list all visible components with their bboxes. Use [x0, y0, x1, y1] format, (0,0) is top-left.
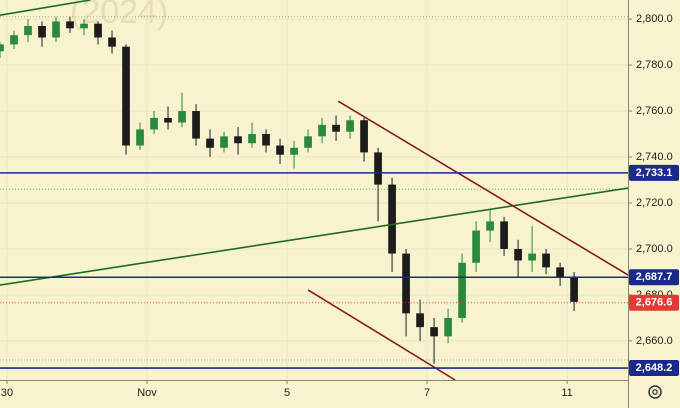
x-tick-label: 11: [561, 387, 572, 399]
candle-body: [514, 248, 522, 261]
candle-body: [472, 230, 480, 263]
y-tick-label: 2,660.0: [636, 335, 673, 347]
x-tick-label: 5: [284, 387, 290, 399]
y-tick-label: 2,700.0: [636, 243, 673, 255]
candle-body: [346, 120, 354, 132]
candle-body: [80, 23, 88, 29]
level-label: 2,733.1: [636, 167, 673, 179]
candle-body: [444, 317, 452, 337]
level-label: 2,676.6: [636, 297, 673, 309]
x-tick-label: 7: [424, 387, 430, 399]
candle-body: [220, 136, 228, 148]
candle-body: [262, 134, 270, 146]
candle-body: [150, 117, 158, 130]
level-label-box: [629, 164, 679, 181]
candle-body: [388, 184, 396, 254]
candle-body: [556, 267, 564, 277]
candle-body: [24, 25, 32, 36]
candle-body: [360, 120, 368, 153]
trend-line: [0, 0, 91, 16]
x-tick-label: Nov: [137, 387, 157, 399]
candle-body: [374, 152, 382, 185]
candle-body: [248, 134, 256, 144]
level-label: 2,687.7: [636, 271, 673, 283]
candle-body: [108, 37, 116, 47]
level-label-box: [629, 294, 679, 311]
trend-line: [307, 289, 456, 381]
candle-body: [290, 147, 298, 155]
candle-body: [192, 111, 200, 139]
candle-body: [206, 138, 214, 148]
candle-body: [164, 117, 172, 123]
candle-body: [528, 253, 536, 261]
candle-body: [402, 253, 410, 314]
plot-area: [0, 0, 629, 381]
gear[interactable]: [648, 385, 662, 399]
x-tick-label: 30: [1, 387, 13, 399]
candle-body: [38, 25, 46, 38]
candle-body: [66, 21, 74, 29]
candle-body: [542, 253, 550, 268]
candle-body: [136, 129, 144, 146]
settings-icon[interactable]: [648, 385, 662, 399]
y-tick-label: 2,800.0: [636, 13, 673, 25]
candle-body: [0, 44, 4, 52]
candle-body: [10, 35, 18, 45]
candle-body: [122, 46, 130, 146]
candle-body: [52, 21, 60, 38]
candle-body: [276, 145, 284, 155]
trend-line: [0, 187, 629, 286]
candle-body: [570, 276, 578, 302]
candle-body: [332, 124, 340, 132]
y-tick-label: 2,780.0: [636, 59, 673, 71]
y-tick-label: 2,740.0: [636, 151, 673, 163]
candle-body: [458, 262, 466, 318]
trend-line: [337, 100, 629, 276]
candle-body: [416, 313, 424, 328]
gear-hub[interactable]: [652, 389, 658, 395]
level-label-box: [629, 360, 679, 377]
candle-body: [304, 136, 312, 148]
y-tick-label: 2,760.0: [636, 105, 673, 117]
candle-body: [318, 124, 326, 137]
candle-body: [94, 23, 102, 38]
y-tick-label: 2,720.0: [636, 197, 673, 209]
candle-body: [500, 221, 508, 249]
candle-body: [430, 327, 438, 337]
candle-body: [234, 136, 242, 144]
candle-body: [178, 111, 186, 123]
level-label-box: [629, 269, 679, 286]
level-label: 2,648.2: [636, 362, 673, 374]
candle-body: [486, 221, 494, 231]
